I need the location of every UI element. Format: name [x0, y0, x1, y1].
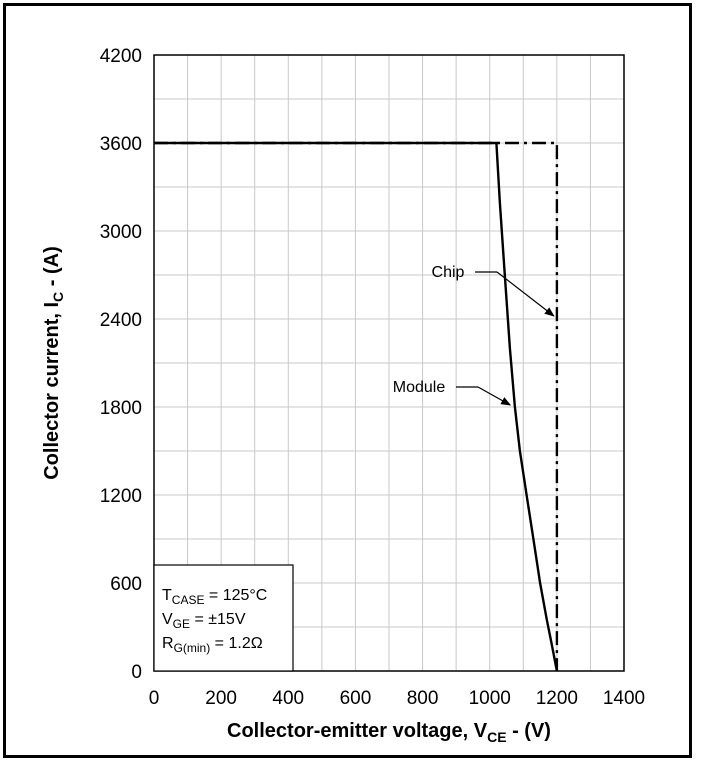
annotations: Chip Module	[393, 264, 555, 406]
y-tick-label: 1800	[100, 398, 142, 419]
x-axis-title: Collector-emitter voltage, VCE - (V)	[227, 720, 551, 745]
condition-gate-voltage: VGE = ±15V	[162, 611, 246, 631]
y-tick-label: 0	[131, 662, 142, 683]
annotation-chip: Chip	[432, 264, 465, 281]
series-line-module	[154, 141, 559, 672]
y-axis-title: Collector current, IC - (A)	[41, 246, 66, 479]
condition-gate-resistance: RG(min) = 1.2Ω	[162, 635, 263, 655]
conditions-box: TCASE = 125°C VGE = ±15V RG(min) = 1.2Ω	[153, 564, 294, 672]
annotation-module: Module	[393, 379, 446, 396]
x-tick-label: 1000	[469, 688, 511, 709]
x-tick-label: 200	[205, 688, 237, 709]
x-tick-label: 800	[407, 688, 439, 709]
x-tick-label: 1200	[536, 688, 578, 709]
y-tick-label: 3000	[100, 222, 142, 243]
plot-area-border	[153, 54, 625, 672]
annotation-chip-arrow	[496, 271, 555, 317]
annotation-module-arrow	[477, 386, 512, 406]
y-tick-label: 2400	[100, 310, 142, 331]
y-tick-label: 3600	[100, 134, 142, 155]
tick-labels: 0 200 400 600 800 1000 1200 1400 0 600 1200 1800 240…	[100, 46, 645, 709]
x-tick-label: 400	[272, 688, 304, 709]
y-tick-label: 4200	[100, 46, 142, 67]
x-tick-label: 0	[149, 688, 160, 709]
series-group	[154, 141, 559, 672]
chart-frame	[3, 3, 692, 758]
conditions-box-border	[153, 564, 294, 672]
x-tick-label: 1400	[603, 688, 645, 709]
y-tick-label: 600	[110, 574, 142, 595]
x-tick-label: 600	[340, 688, 372, 709]
y-tick-label: 1200	[100, 486, 142, 507]
condition-case-temperature: TCASE = 125°C	[162, 587, 267, 607]
